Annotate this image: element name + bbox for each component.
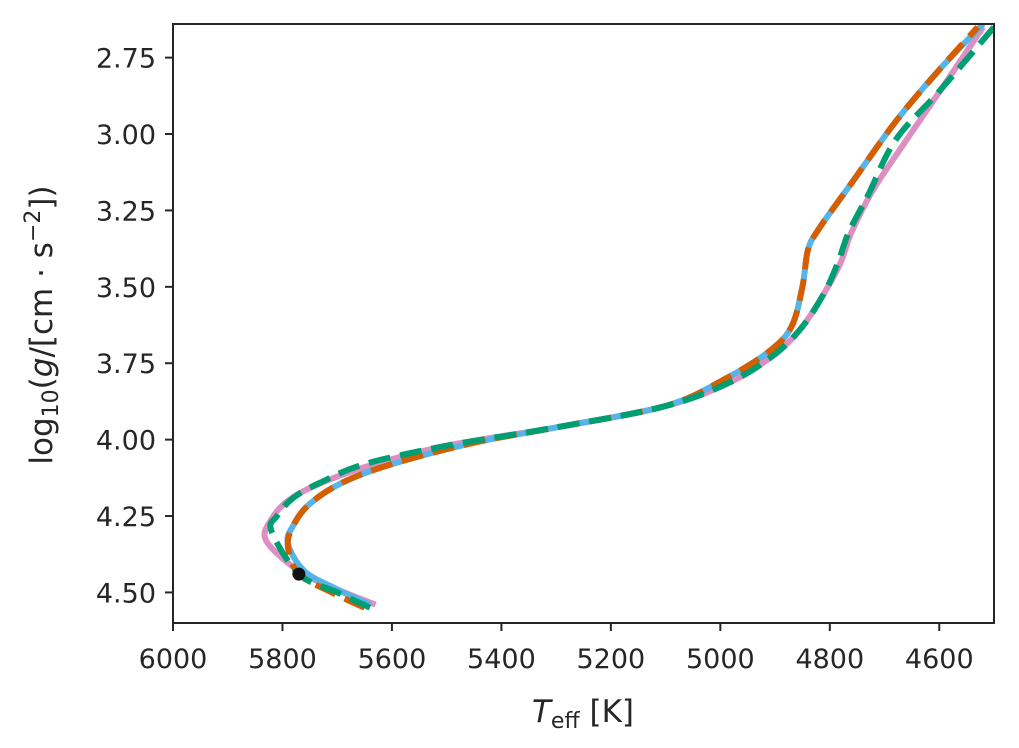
x-tick-label: 6000 — [139, 644, 208, 675]
y-axis: 2.75 3.00 3.25 3.50 3.75 4.00 4.25 4.50 — [96, 44, 173, 609]
y-tick-label: 4.50 — [96, 578, 156, 609]
y-tick-label: 4.00 — [96, 426, 156, 457]
current-point-marker — [292, 567, 306, 581]
plot-frame — [172, 23, 995, 624]
x-tick-label: 4800 — [795, 644, 864, 675]
x-tick-label: 5000 — [686, 644, 755, 675]
y-tick-label: 3.00 — [96, 120, 156, 151]
y-axis-label: log10(g/[cm · s−2]) — [21, 185, 64, 464]
series-layer — [261, 24, 994, 611]
x-tick-label: 5200 — [577, 644, 646, 675]
marker-layer — [292, 567, 306, 581]
y-tick-label: 3.25 — [96, 196, 156, 227]
y-tick-label: 2.75 — [96, 44, 156, 75]
x-axis: 6000 5800 5600 5400 5200 5000 4800 4600 — [139, 623, 974, 675]
series-line-4 — [267, 25, 994, 611]
y-tick-label: 4.25 — [96, 502, 156, 533]
x-tick-label: 4600 — [905, 644, 974, 675]
x-tick-label: 5400 — [467, 644, 536, 675]
y-tick-label: 3.50 — [96, 273, 156, 304]
x-axis-label: Teff [K] — [532, 694, 634, 734]
x-tick-label: 5600 — [358, 644, 427, 675]
x-tick-label: 5800 — [248, 644, 317, 675]
y-tick-label: 3.75 — [96, 349, 156, 380]
